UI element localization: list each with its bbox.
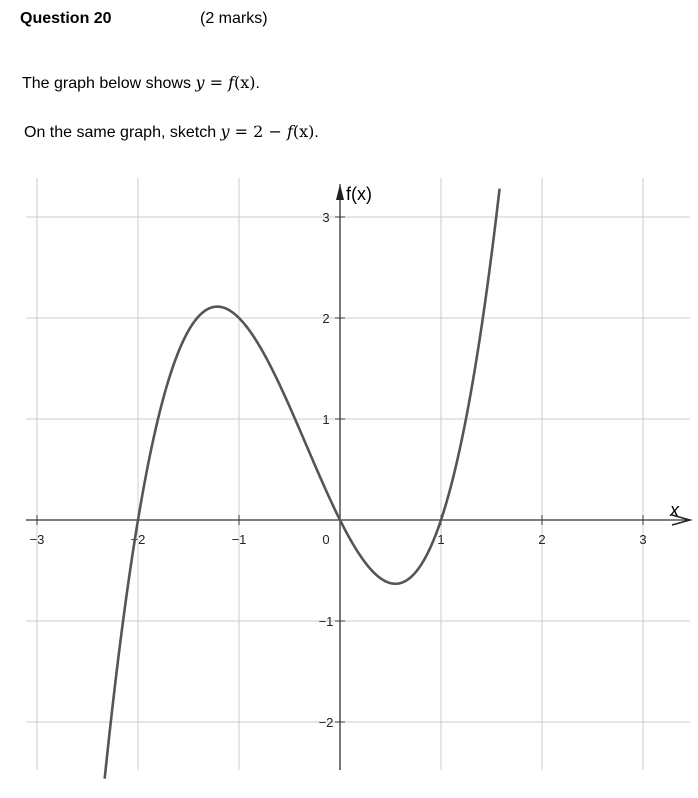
x-axis-arrow	[671, 514, 693, 526]
math-equals: =	[204, 73, 229, 92]
stem-line-2-text: On the same graph, sketch	[24, 124, 221, 141]
x-tick-label: 2	[538, 532, 545, 547]
grid-lines	[26, 178, 690, 770]
stem-line-2-end: .	[314, 124, 319, 141]
y-axis-arrow	[336, 184, 344, 200]
x-tick-label: −1	[232, 532, 247, 547]
math-arg: (x)	[233, 73, 256, 92]
stem-line-1-text: The graph below shows	[22, 75, 196, 92]
math-y: y	[220, 122, 230, 141]
y-tick-label: −2	[319, 715, 334, 730]
question-header: Question 20 (2 marks)	[20, 10, 680, 34]
y-tick-label: 1	[322, 412, 329, 427]
question-number: Question 20	[20, 10, 112, 27]
function-curve	[103, 188, 501, 779]
axis-labels: f(x) x	[346, 184, 680, 520]
curve-layer	[103, 188, 501, 779]
x-tick-label: −3	[30, 532, 45, 547]
y-tick-label: 3	[322, 210, 329, 225]
math-arg: (x)	[292, 122, 315, 141]
y-axis-label: f(x)	[346, 184, 372, 204]
stem-line-1: The graph below shows y = f(x).	[22, 73, 260, 93]
math-expression: = 2 −	[229, 122, 287, 141]
y-tick-label: −1	[319, 614, 334, 629]
x-tick-label: 3	[639, 532, 646, 547]
axes	[26, 184, 693, 770]
math-f: f	[228, 73, 234, 92]
stem-line-2: On the same graph, sketch y = 2 − f(x).	[24, 122, 319, 142]
question-marks: (2 marks)	[200, 10, 268, 27]
function-graph: −3 −2 −1 0 1 2 3 −2 −1 1 2 3 f(x) x	[0, 170, 698, 798]
math-f: f	[286, 122, 293, 141]
math-y: y	[195, 73, 205, 92]
stem-line-1-math: y = f(x)	[195, 73, 255, 92]
x-tick-label: 1	[437, 532, 444, 547]
stem-line-1-end: .	[255, 75, 260, 92]
x-axis-label: x	[669, 500, 680, 520]
stem-line-2-math: y = 2 − f(x)	[221, 122, 315, 141]
x-tick-label: 0	[322, 532, 329, 547]
y-tick-label: 2	[322, 311, 329, 326]
